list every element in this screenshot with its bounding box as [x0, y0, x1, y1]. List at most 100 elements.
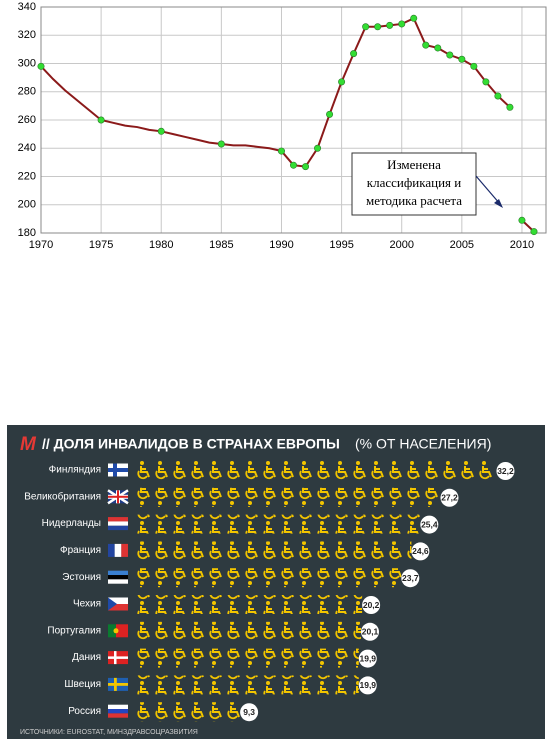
value-label: 25,4	[421, 519, 438, 529]
value-badge	[240, 703, 259, 722]
flag	[108, 656, 128, 659]
flag	[108, 543, 115, 557]
value-label: 19,9	[359, 653, 376, 663]
flag	[108, 517, 128, 522]
x-tick-label: 1975	[89, 239, 113, 251]
value-badge	[361, 622, 380, 641]
point	[386, 21, 394, 29]
flag	[108, 597, 128, 604]
category-label: Эстония	[62, 572, 101, 583]
pictogram-bar	[136, 702, 241, 722]
flag	[113, 628, 119, 634]
flag	[108, 677, 128, 691]
x-tick-label: 2005	[450, 239, 474, 251]
x-tick-label: 1995	[329, 239, 353, 251]
flag	[108, 713, 128, 718]
pictogram-bar	[136, 648, 359, 668]
flag	[108, 704, 128, 718]
category-label: Швеция	[64, 679, 101, 690]
y-tick-label: 180	[18, 227, 36, 239]
flag	[108, 624, 128, 638]
point	[314, 144, 322, 152]
point	[518, 216, 526, 224]
pictogram-bar	[136, 461, 497, 480]
flag	[108, 495, 128, 498]
y-tick-label: 220	[18, 170, 36, 182]
logo: M	[20, 434, 37, 455]
flag	[108, 463, 128, 477]
point	[277, 147, 285, 155]
flag	[108, 597, 117, 611]
flag	[108, 525, 128, 531]
y-tick-label: 260	[18, 114, 36, 126]
point	[350, 50, 358, 58]
point	[289, 161, 297, 169]
x-tick-label: 1990	[269, 239, 293, 251]
y-tick-label: 240	[18, 142, 36, 154]
value-badge	[358, 676, 377, 695]
flag	[108, 709, 128, 714]
flag	[108, 624, 116, 638]
point	[506, 103, 514, 111]
category-label: Россия	[68, 706, 101, 717]
y-tick-label: 340	[18, 1, 36, 13]
flag	[107, 489, 129, 505]
point	[302, 163, 310, 171]
y-tick-label: 280	[18, 86, 36, 98]
value-badge	[362, 596, 381, 614]
flag	[108, 575, 128, 580]
category-label: Португалия	[47, 625, 101, 636]
flag	[116, 624, 128, 638]
title: // ДОЛЯ ИНВАЛИДОВ В СТРАНАХ ЕВРОПЫ	[42, 436, 340, 452]
value-badge	[411, 542, 430, 561]
line	[40, 16, 511, 168]
value-label: 9,3	[243, 707, 255, 717]
flag	[108, 570, 128, 576]
point	[422, 41, 430, 49]
point	[410, 14, 418, 22]
pictogram-bar	[136, 487, 441, 507]
point	[362, 23, 370, 31]
category-label: Нидерланды	[42, 518, 101, 529]
value-label: 32,2	[497, 466, 514, 476]
value-badge	[440, 488, 459, 507]
point	[494, 92, 502, 100]
pictogram-bar	[136, 595, 363, 614]
value-label: 19,9	[359, 680, 376, 690]
flag	[108, 521, 128, 526]
subtitle: (% ОТ НАСЕЛЕНИЯ)	[355, 436, 491, 452]
pictogram-bar	[136, 621, 362, 641]
flag	[108, 683, 128, 686]
point	[37, 62, 45, 70]
source: ИСТОЧНИКИ: EUROSTAT, МИНЗДРАВСОЦРАЗВИТИЯ	[20, 729, 198, 736]
x-tick-label: 1970	[29, 239, 53, 251]
y-tick-label: 200	[18, 199, 36, 211]
flag	[108, 543, 128, 557]
plot-frame	[40, 6, 547, 234]
flag	[108, 651, 128, 665]
point	[470, 62, 478, 70]
value-label: 20,2	[363, 600, 380, 610]
point	[398, 20, 406, 28]
point	[458, 55, 466, 63]
annotation: Изменена	[387, 157, 441, 172]
annotation: методика расчета	[366, 193, 462, 208]
annotation: классификация и	[367, 175, 461, 190]
value-label: 20,1	[362, 627, 379, 637]
x-tick-label: 1985	[209, 239, 233, 251]
flag	[108, 597, 128, 611]
flag	[121, 543, 128, 557]
point	[326, 110, 334, 118]
value-label: 24,6	[412, 546, 429, 556]
flag	[108, 517, 128, 531]
point	[434, 44, 442, 52]
point	[482, 78, 490, 86]
point	[157, 127, 165, 135]
point	[374, 23, 382, 31]
flag	[108, 604, 128, 611]
x-tick-label: 2010	[510, 239, 534, 251]
pictogram-bar	[136, 675, 359, 695]
point	[530, 228, 538, 236]
